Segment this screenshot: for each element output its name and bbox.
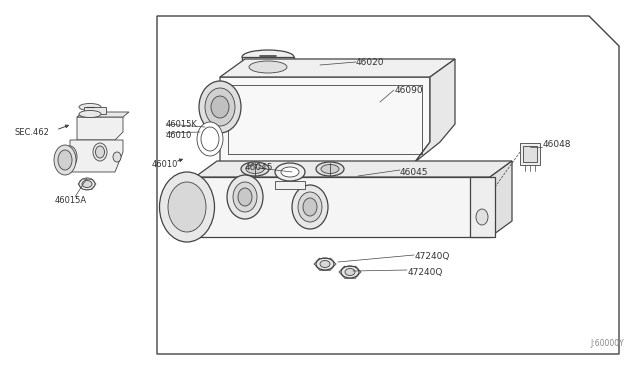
Polygon shape (329, 187, 361, 195)
Text: 46015K: 46015K (166, 119, 198, 128)
Ellipse shape (65, 150, 74, 164)
Ellipse shape (159, 172, 214, 242)
Ellipse shape (292, 185, 328, 229)
Bar (520, 143, 540, 165)
Text: 46020: 46020 (356, 58, 385, 67)
Polygon shape (195, 177, 490, 237)
Ellipse shape (201, 127, 219, 151)
Ellipse shape (79, 103, 101, 110)
Ellipse shape (241, 162, 269, 176)
Ellipse shape (275, 163, 305, 181)
Ellipse shape (63, 146, 77, 168)
Ellipse shape (238, 188, 252, 206)
Bar (84, 107, 106, 114)
Polygon shape (470, 177, 495, 237)
Ellipse shape (233, 182, 257, 212)
Ellipse shape (58, 150, 72, 170)
Ellipse shape (316, 162, 344, 176)
Ellipse shape (168, 182, 206, 232)
Text: 46015A: 46015A (55, 196, 87, 205)
Ellipse shape (93, 143, 107, 161)
Text: 46010: 46010 (166, 131, 193, 140)
Ellipse shape (298, 192, 322, 222)
Ellipse shape (242, 69, 294, 81)
Ellipse shape (321, 164, 339, 173)
Ellipse shape (211, 96, 229, 118)
Text: 46048: 46048 (543, 140, 572, 148)
Polygon shape (220, 59, 455, 77)
Text: 47240Q: 47240Q (415, 253, 451, 262)
Ellipse shape (329, 167, 361, 187)
Ellipse shape (79, 178, 95, 190)
Polygon shape (70, 140, 123, 172)
Text: J:60000Y: J:60000Y (590, 340, 624, 349)
Ellipse shape (246, 164, 264, 173)
Ellipse shape (345, 269, 355, 276)
Ellipse shape (281, 167, 299, 177)
Ellipse shape (82, 180, 92, 187)
Ellipse shape (184, 189, 206, 225)
Ellipse shape (320, 260, 330, 267)
Ellipse shape (79, 110, 101, 118)
Text: 46010: 46010 (152, 160, 179, 169)
Ellipse shape (178, 181, 212, 233)
Polygon shape (275, 181, 305, 189)
Ellipse shape (197, 122, 223, 156)
Ellipse shape (335, 171, 355, 183)
Ellipse shape (303, 198, 317, 216)
Ellipse shape (249, 61, 287, 73)
Ellipse shape (205, 88, 235, 126)
Text: 46090: 46090 (395, 86, 424, 94)
Polygon shape (195, 161, 512, 177)
Ellipse shape (227, 175, 263, 219)
Text: SEC.462: SEC.462 (14, 128, 49, 137)
Polygon shape (490, 161, 512, 237)
Ellipse shape (476, 209, 488, 225)
Text: 46045: 46045 (245, 163, 273, 171)
Ellipse shape (54, 145, 76, 175)
Bar (242, 57, 294, 75)
Text: 47240Q: 47240Q (408, 267, 444, 276)
Ellipse shape (95, 146, 104, 158)
Text: 46045: 46045 (400, 167, 429, 176)
Ellipse shape (341, 266, 359, 278)
Polygon shape (77, 117, 123, 140)
Ellipse shape (113, 152, 121, 162)
Polygon shape (220, 77, 430, 162)
Polygon shape (77, 112, 129, 117)
Bar (523, 146, 537, 162)
Ellipse shape (199, 81, 241, 133)
Ellipse shape (242, 50, 294, 64)
Polygon shape (415, 59, 455, 162)
Ellipse shape (316, 258, 334, 270)
